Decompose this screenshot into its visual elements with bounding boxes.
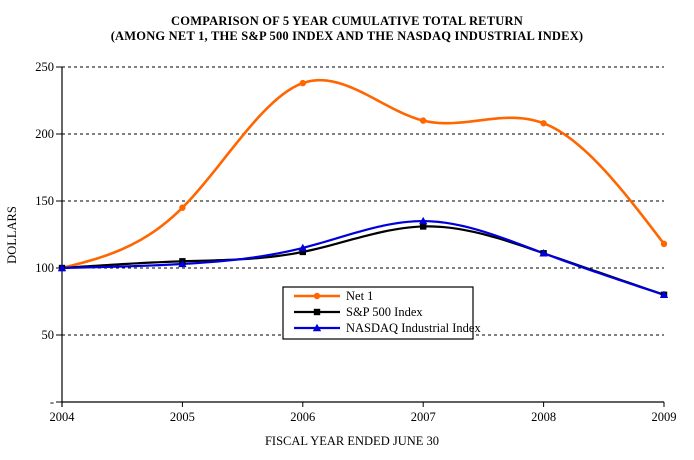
chart-title-line1: COMPARISON OF 5 YEAR CUMULATIVE TOTAL RE… [171, 14, 523, 28]
legend-item: NASDAQ Industrial Index [294, 321, 481, 335]
x-tick-label: 2005 [170, 410, 195, 424]
legend-marker [313, 292, 321, 300]
square-marker-icon [299, 248, 306, 256]
legend: Net 1 S&P 500 Index NASDAQ Industrial In… [282, 286, 481, 340]
legend-item: Net 1 [294, 289, 373, 303]
circle-marker-icon [660, 240, 668, 248]
x-tick-label: 2009 [652, 410, 677, 424]
y-tick-label: 50 [42, 328, 55, 342]
x-tick-label: 2006 [290, 410, 315, 424]
y-tick-label: - [50, 395, 54, 409]
circle-marker-icon [299, 79, 306, 87]
chart-title-line2: (AMONG NET 1, THE S&P 500 INDEX AND THE … [111, 29, 584, 43]
square-marker-icon [313, 308, 321, 316]
x-tick-label: 2007 [411, 410, 436, 424]
series-line [60, 220, 666, 296]
series-markers [57, 216, 669, 298]
triangle-marker-icon [57, 263, 67, 272]
circle-marker-icon [540, 120, 547, 127]
x-axis-title: FISCAL YEAR ENDED JUNE 30 [265, 434, 439, 448]
square-marker-icon [420, 223, 427, 230]
y-tick-label: 150 [35, 194, 54, 208]
y-tick-label: 200 [35, 127, 54, 141]
circle-marker-icon [313, 292, 321, 300]
y-tick-label: 100 [35, 261, 54, 275]
x-tick-label: 2008 [531, 410, 556, 424]
legend-label: S&P 500 Index [346, 305, 423, 319]
triangle-marker-icon [419, 216, 428, 225]
legend-item: S&P 500 Index [294, 305, 423, 319]
legend-marker [312, 323, 322, 332]
triangle-marker-icon [312, 323, 322, 332]
y-axis-title: DOLLARS [5, 206, 19, 264]
triangle-marker-icon [659, 290, 669, 298]
legend-label: NASDAQ Industrial Index [346, 321, 481, 335]
legend-label: Net 1 [346, 289, 373, 303]
triangle-marker-icon [539, 249, 548, 257]
x-tick-label: 2004 [50, 410, 76, 424]
circle-marker-icon [420, 117, 427, 124]
circle-marker-icon [179, 204, 186, 211]
triangle-marker-icon [178, 259, 187, 268]
legend-marker [313, 308, 321, 316]
triangle-marker-icon [298, 243, 307, 252]
series-line [60, 78, 666, 270]
y-tick-label: 250 [35, 60, 54, 74]
